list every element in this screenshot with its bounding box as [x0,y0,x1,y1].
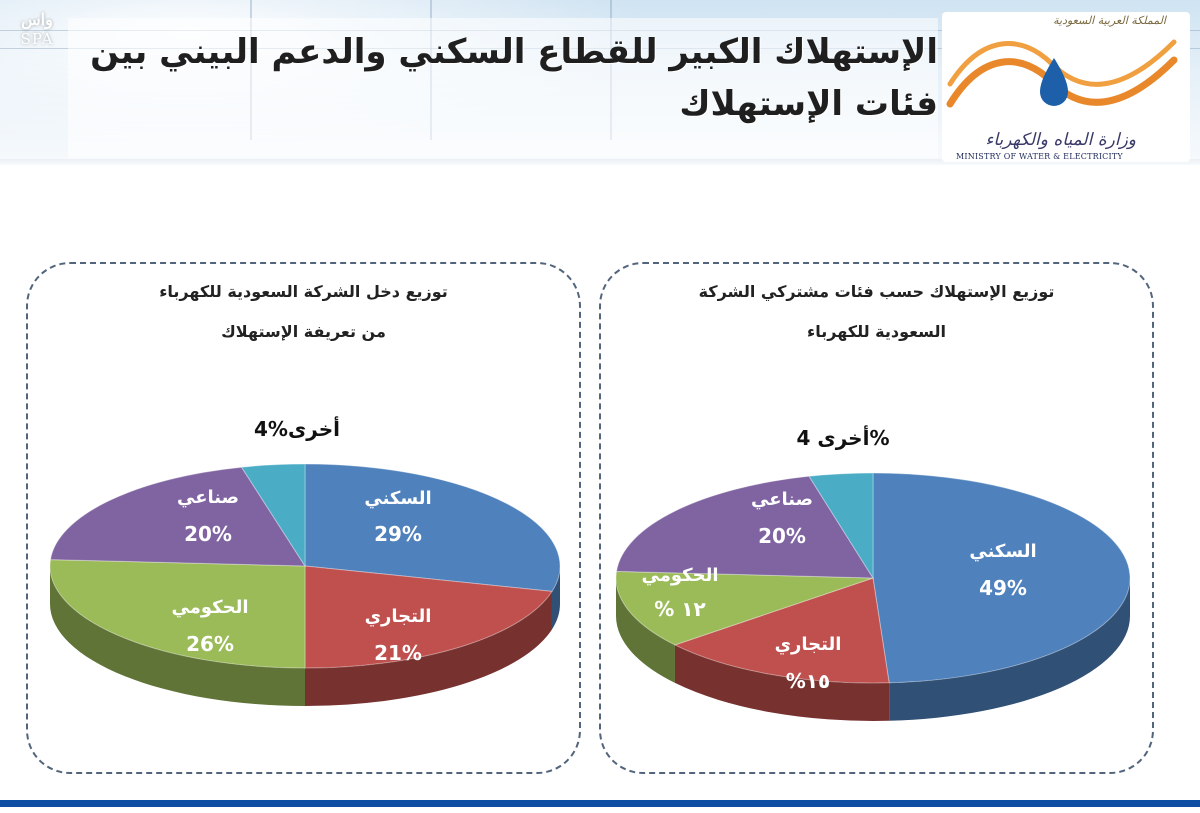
slice-value-commercial: %١٥ [786,669,830,693]
chart-title-line-2: من تعريفة الإستهلاك [221,322,386,341]
pie-slice-industrial [615,475,874,579]
spa-logo-arabic: واس [21,10,53,29]
slice-value-residential: 29% [374,522,422,546]
ministry-kingdom-text: المملكة العربية السعودية [1053,14,1166,27]
slice-label-government: الحكومي [641,565,718,586]
ministry-logo: المملكة العربية السعودية وزارة المياه وا… [942,12,1190,162]
pie-slice-residential [304,463,561,592]
pie-slice-side-commercial [305,591,552,706]
ministry-name-arabic: وزارة المياه والكهرباء [985,130,1136,150]
slice-value-industrial: 20% [758,524,806,548]
slice-label-other: أخرى 4% [797,424,890,450]
pie-slice-side-residential [551,566,560,630]
pie-slice-side-commercial [674,644,890,721]
slice-label-government: الحكومي [171,597,248,618]
slice-label-commercial: التجاري [365,606,432,627]
pie-slice-commercial [304,565,553,669]
chart-title-line-1: توزيع دخل الشركة السعودية للكهرباء [159,282,448,301]
spa-logo-latin: SPA [20,30,54,48]
slice-label-residential: السكني [364,488,431,509]
slice-value-industrial: 20% [184,522,232,546]
pie-slice-side-residential [889,578,1130,721]
pie-slice-other [808,472,874,580]
water-drop-wave-icon [946,39,1178,108]
chart-title-line-1: توزيع الإستهلاك حسب فئات مشتركي الشركة [698,282,1055,301]
chart-title-line-2: السعودية للكهرباء [807,322,946,341]
ministry-name-english: MINISTRY OF WATER & ELECTRICITY [956,152,1123,161]
pie-slice-side-government [50,566,305,706]
title-box: الإستهلاك الكبير للقطاع السكني والدعم ال… [68,18,938,158]
pie-slice-government [615,570,874,646]
revenue-chart-panel: توزيع دخل الشركة السعودية للكهرباء من تع… [26,262,581,774]
slice-label-residential: السكني [969,541,1036,562]
slice-label-industrial: صناعي [177,487,239,508]
slice-value-residential: 49% [979,576,1027,600]
pie-slice-residential [872,472,1131,684]
page-title: الإستهلاك الكبير للقطاع السكني والدعم ال… [90,32,938,124]
pie-slice-side-government [616,578,675,683]
slice-value-government: 26% [186,632,234,656]
slice-value-government: % ١٢ [654,597,705,621]
pie-slice-other [240,463,306,568]
slice-label-commercial: التجاري [775,634,842,655]
footer-line [0,800,1200,807]
pie-slice-industrial [49,466,306,567]
slice-value-commercial: 21% [374,641,422,665]
spa-logo: واس SPA [6,10,68,60]
pie-slice-government [49,559,306,669]
consumption-chart-panel: توزيع الإستهلاك حسب فئات مشتركي الشركة ا… [599,262,1154,774]
pie-slice-commercial [673,577,890,684]
slice-label-other: 4%أخرى [254,415,340,441]
slice-label-industrial: صناعي [751,489,813,510]
